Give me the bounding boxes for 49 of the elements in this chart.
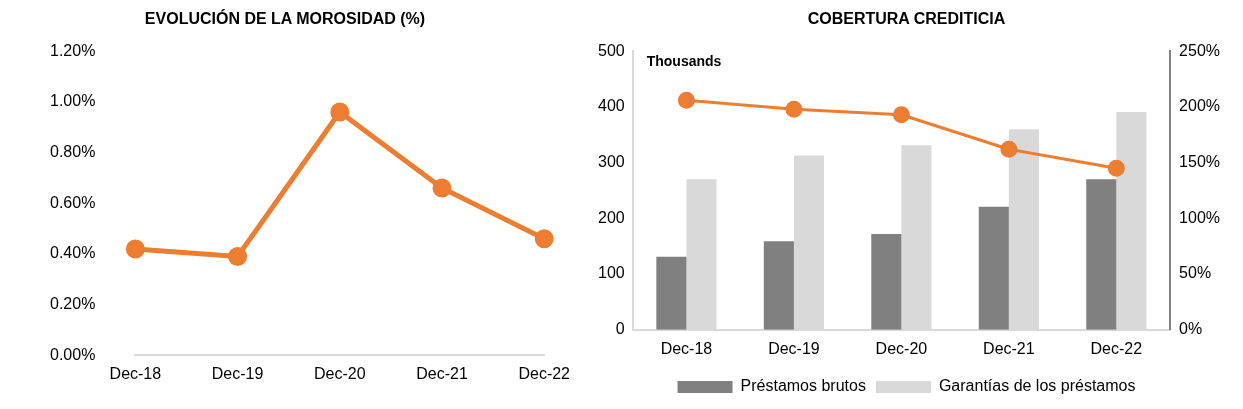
y2-tick-label: 0% (1179, 320, 1203, 338)
y-tick-label: 0.80% (49, 143, 96, 161)
x-tick-label: Dec-19 (768, 339, 820, 357)
y-tick-label: 500 (597, 41, 625, 59)
point (892, 106, 910, 124)
x-tick-label: Dec-20 (314, 365, 366, 383)
x-tick-label: Dec-18 (660, 339, 713, 357)
point (785, 100, 803, 118)
y-tick-label: 300 (597, 153, 625, 171)
point (432, 178, 452, 198)
y2-tick-label: 150% (1179, 153, 1220, 171)
y2-tick-label: 200% (1179, 97, 1220, 115)
y-tick-label: 200 (597, 208, 625, 226)
y-tick-label: 0.00% (49, 345, 96, 363)
x-tick-label: Dec-20 (875, 339, 928, 357)
x-tick-label: Dec-21 (416, 365, 468, 383)
point (534, 229, 554, 249)
x-tick-label: Dec-18 (109, 365, 162, 383)
y-tick-label: 1.00% (49, 92, 96, 110)
y2-tick-label: 100% (1179, 208, 1220, 226)
bar (763, 241, 794, 330)
x-tick-label: Dec-22 (518, 365, 571, 383)
bar (978, 206, 1009, 330)
y-tick-label: 0 (615, 320, 625, 338)
x-tick-label: Dec-21 (983, 339, 1035, 357)
chart-title: EVOLUCIÓN DE LA MOROSIDAD (%) (144, 9, 426, 28)
bar (871, 233, 902, 330)
bar (1086, 179, 1117, 330)
y-tick-label: 100 (597, 264, 625, 282)
legend-label: Garantías de los préstamos (938, 377, 1136, 395)
y-tick-label: 400 (597, 97, 625, 115)
y-tick-label: 1.20% (49, 41, 96, 59)
point (677, 91, 695, 109)
legend-label: Préstamos brutos (740, 377, 866, 395)
point (1107, 159, 1125, 177)
x-tick-label: Dec-22 (1090, 339, 1143, 357)
chart-title: COBERTURA CREDITICIA (807, 10, 1006, 28)
y2-tick-label: 50% (1179, 264, 1212, 282)
y-tick-label: 0.40% (49, 244, 96, 262)
y-tick-label: 0.20% (49, 295, 96, 313)
point (228, 247, 248, 267)
annotation: Thousands (646, 53, 722, 70)
point (1000, 140, 1018, 158)
point (125, 239, 145, 259)
bar (656, 256, 687, 330)
point (330, 102, 350, 122)
y2-tick-label: 250% (1179, 41, 1220, 59)
y-tick-label: 0.60% (49, 193, 96, 211)
x-tick-label: Dec-19 (211, 365, 264, 383)
